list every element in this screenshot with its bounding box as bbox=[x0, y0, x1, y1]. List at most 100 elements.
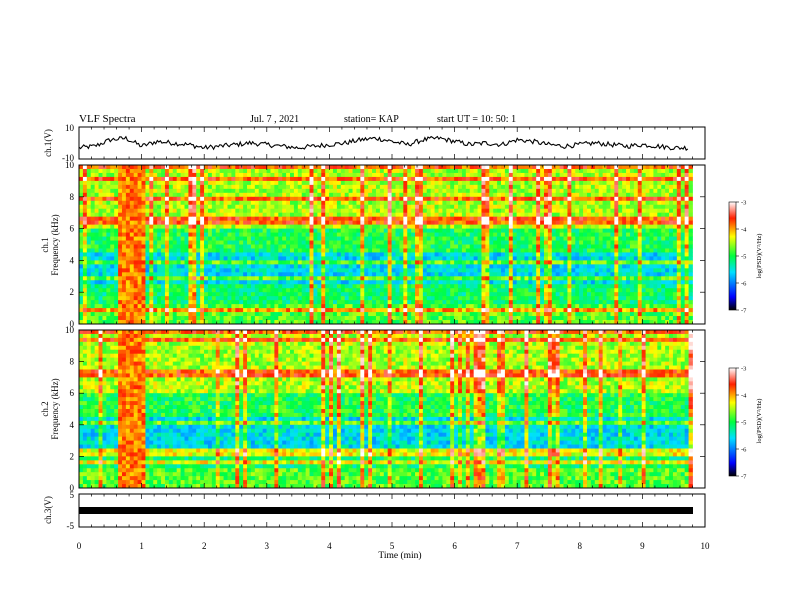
spectrogram-cell bbox=[239, 165, 244, 170]
spectrogram-cell bbox=[567, 192, 572, 198]
spectrogram-cell bbox=[661, 232, 666, 237]
spectrogram-cell bbox=[176, 224, 181, 230]
spectrogram-cell bbox=[614, 184, 619, 190]
spectrogram-cell bbox=[536, 220, 541, 226]
spectrogram-cell bbox=[661, 220, 666, 226]
spectrogram-cell bbox=[493, 284, 498, 289]
spectrogram-cell bbox=[325, 188, 330, 194]
spectrogram-cell bbox=[543, 272, 549, 277]
spectrogram-cell bbox=[344, 172, 350, 178]
spectrogram-cell bbox=[290, 256, 295, 261]
spectrogram-cell bbox=[313, 236, 318, 241]
spectrogram-cell bbox=[497, 224, 502, 230]
spectrogram-cell bbox=[485, 268, 490, 273]
spectrogram-cell bbox=[168, 272, 174, 277]
spectrogram-cell bbox=[282, 256, 287, 261]
spectrogram-cell bbox=[106, 280, 111, 285]
spectrogram-cell bbox=[524, 244, 529, 249]
spectrogram-cell bbox=[118, 168, 123, 174]
spectrogram-cell bbox=[207, 272, 213, 277]
spectrogram-cell bbox=[418, 192, 424, 198]
spectrogram-cell bbox=[286, 196, 291, 202]
spectrogram-cell bbox=[555, 236, 561, 241]
spectrogram-cell bbox=[379, 188, 385, 194]
spectrogram-cell bbox=[555, 165, 561, 170]
spectrogram-cell bbox=[547, 228, 553, 233]
spectrogram-cell bbox=[149, 168, 154, 174]
spectrogram-cell bbox=[672, 236, 678, 241]
spectrogram-cell bbox=[391, 176, 396, 182]
spectrogram-cell bbox=[262, 264, 267, 269]
spectrogram-cell bbox=[626, 256, 631, 261]
spectrogram-cell bbox=[461, 260, 467, 265]
spectrogram-cell bbox=[493, 184, 498, 190]
spectrogram-cell bbox=[571, 244, 576, 249]
spectrogram-cell bbox=[125, 252, 131, 257]
spectrogram-cell bbox=[454, 220, 459, 226]
spectrogram-cell bbox=[512, 268, 518, 273]
spectrogram-cell bbox=[180, 165, 185, 170]
spectrogram-cell bbox=[313, 256, 318, 261]
spectrogram-cell bbox=[293, 184, 299, 190]
spectrogram-cell bbox=[575, 176, 580, 182]
spectrogram-cell bbox=[360, 272, 365, 277]
spectrogram-cell bbox=[344, 224, 350, 230]
spectrogram-cell bbox=[672, 168, 678, 174]
spectrogram-cell bbox=[434, 236, 439, 241]
spectrogram-cell bbox=[618, 180, 623, 186]
spectrogram-cell bbox=[118, 216, 123, 222]
spectrogram-cell bbox=[520, 216, 525, 222]
spectrogram-cell bbox=[422, 276, 428, 281]
spectrogram-cell bbox=[594, 212, 600, 218]
spectrogram-cell bbox=[438, 204, 443, 210]
spectrogram-cell bbox=[258, 228, 264, 233]
spectrogram-cell bbox=[407, 180, 412, 186]
spectrogram-cell bbox=[411, 216, 416, 222]
spectrogram-cell bbox=[258, 260, 264, 265]
spectrogram-cell bbox=[383, 184, 389, 190]
spectrogram-cell bbox=[422, 192, 428, 198]
spectrogram-cell bbox=[532, 228, 537, 233]
spectrogram-cell bbox=[543, 204, 549, 210]
spectrogram-cell bbox=[688, 176, 693, 182]
spectrogram-cell bbox=[313, 188, 318, 194]
spectrogram-cell bbox=[680, 252, 686, 257]
spectrogram-cell bbox=[379, 200, 385, 206]
spectrogram-cell bbox=[325, 256, 330, 261]
spectrogram-cell bbox=[161, 212, 166, 218]
spectrogram-cell bbox=[649, 280, 654, 285]
spectrogram-cell bbox=[329, 200, 334, 206]
spectrogram-cell bbox=[555, 280, 561, 285]
spectrogram-cell bbox=[395, 232, 400, 237]
spectrogram-cell bbox=[149, 272, 154, 277]
spectrogram-cell bbox=[168, 184, 174, 190]
spectrogram-cell bbox=[391, 236, 396, 241]
spectrogram-cell bbox=[317, 256, 322, 261]
spectrogram-cell bbox=[516, 260, 521, 265]
spectrogram-cell bbox=[293, 272, 299, 277]
spectrogram-cell bbox=[559, 200, 564, 206]
spectrogram-cell bbox=[90, 236, 96, 241]
spectrogram-cell bbox=[180, 228, 185, 233]
spectrogram-cell bbox=[559, 196, 564, 202]
spectrogram-cell bbox=[473, 168, 478, 174]
spectrogram-cell bbox=[297, 220, 303, 226]
spectrogram-cell bbox=[270, 224, 275, 230]
spectrogram-cell bbox=[133, 256, 139, 261]
spectrogram-cell bbox=[207, 165, 213, 170]
spectrogram-cell bbox=[329, 180, 334, 186]
spectrogram-cell bbox=[661, 224, 666, 230]
spectrogram-cell bbox=[200, 188, 205, 194]
spectrogram-cell bbox=[485, 165, 490, 170]
spectrogram-cell bbox=[524, 176, 529, 182]
spectrogram-cell bbox=[118, 272, 123, 277]
spectrogram-cell bbox=[583, 228, 588, 233]
spectrogram-cell bbox=[524, 165, 529, 170]
spectrogram-cell bbox=[665, 172, 670, 178]
spectrogram-cell bbox=[684, 276, 689, 281]
spectrogram-cell bbox=[121, 168, 127, 174]
spectrogram-cell bbox=[407, 224, 412, 230]
spectrogram-cell bbox=[594, 200, 600, 206]
spectrogram-cell bbox=[79, 165, 84, 170]
spectrogram-cell bbox=[504, 200, 510, 206]
